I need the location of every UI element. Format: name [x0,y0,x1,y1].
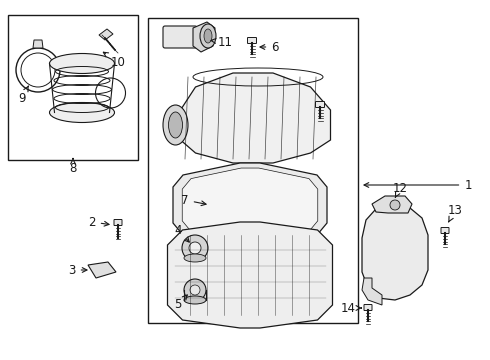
Text: 8: 8 [69,159,77,175]
Text: 14: 14 [341,302,361,315]
Polygon shape [88,262,116,278]
Text: 11: 11 [211,36,232,49]
Polygon shape [372,196,412,213]
Text: 4: 4 [174,224,189,242]
Text: 2: 2 [88,216,109,229]
Polygon shape [362,278,382,305]
Polygon shape [99,29,113,40]
Polygon shape [33,40,43,48]
Text: 9: 9 [18,86,28,104]
Bar [8,15,138,160]
Ellipse shape [169,112,182,138]
Ellipse shape [49,54,115,73]
Text: 13: 13 [447,203,463,222]
Polygon shape [193,22,215,52]
Circle shape [184,279,206,301]
Ellipse shape [163,105,188,145]
Bar [148,18,358,323]
Text: 1: 1 [364,179,472,192]
FancyBboxPatch shape [247,37,256,44]
Circle shape [189,242,201,254]
Ellipse shape [49,103,115,122]
Ellipse shape [184,254,206,262]
Text: 3: 3 [68,264,87,276]
Polygon shape [362,205,428,300]
Ellipse shape [204,29,212,43]
Ellipse shape [200,24,216,48]
FancyBboxPatch shape [114,220,122,225]
Ellipse shape [184,296,206,304]
Circle shape [190,285,200,295]
Polygon shape [168,222,333,328]
Polygon shape [182,168,318,240]
Text: 7: 7 [181,194,206,207]
FancyBboxPatch shape [316,102,324,108]
Text: 6: 6 [260,41,279,54]
Circle shape [182,235,208,261]
Polygon shape [180,73,330,163]
FancyBboxPatch shape [163,26,197,48]
Text: 5: 5 [174,295,187,311]
Polygon shape [173,163,327,245]
Text: 10: 10 [103,52,125,68]
Circle shape [390,200,400,210]
Text: 12: 12 [392,181,408,197]
FancyBboxPatch shape [364,305,372,310]
FancyBboxPatch shape [441,228,449,234]
